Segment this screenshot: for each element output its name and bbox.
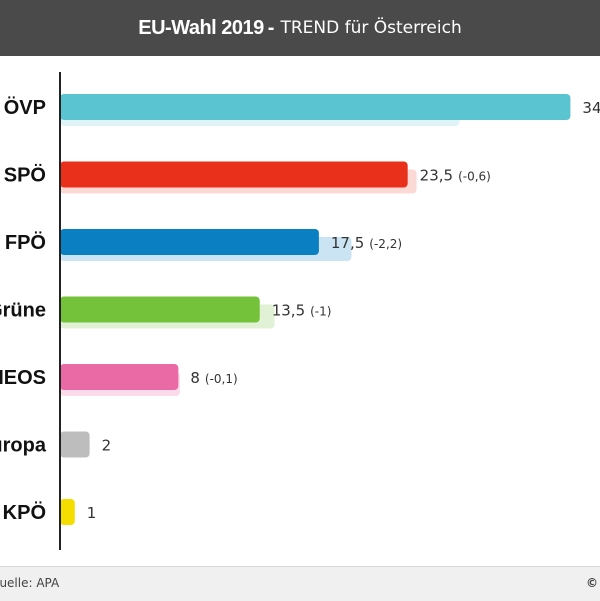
bar-europa	[60, 431, 90, 458]
bar-fpoe	[60, 229, 319, 255]
credit-label: ©	[586, 576, 598, 590]
bar-oevp	[60, 94, 571, 120]
value-label-fpoe: 17,5 (-2,2)	[331, 234, 402, 252]
diff-label-spoe: (-0,6)	[458, 170, 491, 184]
title-separator: -	[267, 16, 275, 39]
value-label-oevp: 34,5(+7,5)	[582, 99, 600, 117]
source-label: Quelle: APA	[0, 576, 60, 590]
party-label-oevp: ÖVP	[4, 96, 46, 119]
diff-label-neos: (-0,1)	[205, 372, 238, 386]
party-label-gruene: Grüne	[0, 300, 46, 322]
party-label-neos: NEOS	[0, 367, 46, 389]
value-label-gruene: 13,5 (-1)	[272, 302, 332, 320]
party-label-europa: Europa	[0, 435, 47, 457]
chart-title: EU-Wahl 2019	[138, 16, 264, 39]
diff-label-gruene: (-1)	[310, 305, 331, 319]
party-label-spoe: SPÖ	[4, 164, 46, 187]
footer: Quelle: APA ©	[0, 566, 600, 601]
party-label-kpoe: KPÖ	[3, 501, 46, 524]
value-label-spoe: 23,5 (-0,6)	[420, 167, 491, 185]
bar-gruene	[60, 296, 260, 323]
chart-subtitle: TREND für Österreich	[280, 18, 462, 38]
bar-chart: ÖVP 34,5(+7,5) SPÖ 23,5(-0,6) FPÖ 17,5(-2,2) G…	[0, 72, 600, 550]
bar-neos	[60, 364, 179, 390]
party-label-fpoe: FPÖ	[5, 231, 46, 254]
bar-kpoe	[60, 499, 75, 525]
value-label-neos: 8 (-0,1)	[190, 369, 237, 387]
title-bar: EU-Wahl 2019 - TREND für Österreich	[0, 0, 600, 56]
bar-spoe	[60, 161, 408, 188]
diff-label-fpoe: (-2,2)	[369, 237, 402, 251]
value-label-kpoe: 1	[87, 504, 97, 522]
value-label-europa: 2	[102, 437, 112, 455]
